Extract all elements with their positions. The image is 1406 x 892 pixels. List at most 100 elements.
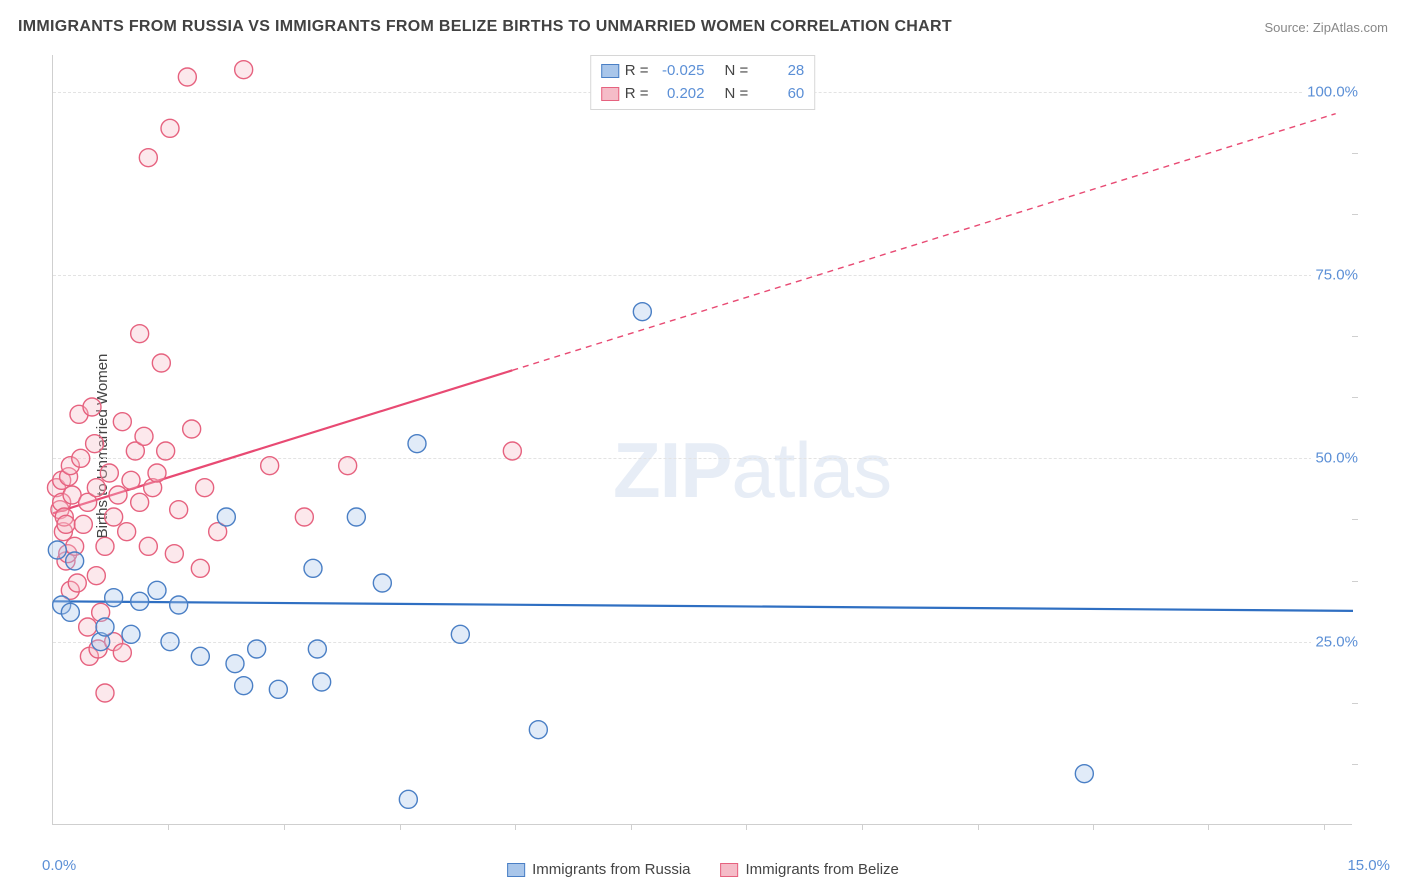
data-point	[135, 427, 153, 445]
data-point	[96, 618, 114, 636]
data-point	[66, 552, 84, 570]
data-point	[148, 464, 166, 482]
data-point	[161, 119, 179, 137]
x-tick-mark	[978, 824, 979, 830]
y-tick-mark	[1352, 214, 1358, 215]
data-point	[347, 508, 365, 526]
data-point	[61, 603, 79, 621]
data-point	[157, 442, 175, 460]
swatch-russia-icon	[507, 863, 525, 877]
x-tick-mark	[1093, 824, 1094, 830]
source-attribution: Source: ZipAtlas.com	[1264, 20, 1388, 35]
data-point	[68, 574, 86, 592]
data-point	[183, 420, 201, 438]
swatch-russia	[601, 64, 619, 78]
data-point	[191, 647, 209, 665]
data-point	[261, 457, 279, 475]
data-point	[86, 435, 104, 453]
x-tick-mark	[1208, 824, 1209, 830]
x-tick-max: 15.0%	[1347, 857, 1390, 874]
data-point	[408, 435, 426, 453]
data-point	[79, 618, 97, 636]
data-point	[399, 790, 417, 808]
data-point	[131, 592, 149, 610]
x-tick-mark	[746, 824, 747, 830]
x-tick-mark	[631, 824, 632, 830]
data-point	[109, 486, 127, 504]
x-tick-mark	[284, 824, 285, 830]
data-point	[74, 515, 92, 533]
y-tick-mark	[1352, 336, 1358, 337]
correlation-legend: R = -0.025 N = 28 R = 0.202 N = 60	[590, 55, 816, 110]
data-point	[165, 545, 183, 563]
x-tick-min: 0.0%	[42, 857, 76, 874]
data-point	[148, 581, 166, 599]
data-point	[48, 541, 66, 559]
data-point	[226, 655, 244, 673]
x-tick-mark	[1324, 824, 1325, 830]
data-point	[96, 684, 114, 702]
trend-line-russia	[53, 601, 1353, 611]
data-point	[100, 464, 118, 482]
data-point	[131, 493, 149, 511]
y-tick-mark	[1352, 581, 1358, 582]
data-point	[170, 501, 188, 519]
data-point	[269, 680, 287, 698]
data-point	[72, 449, 90, 467]
x-tick-mark	[400, 824, 401, 830]
plot-area: ZIPatlas 25.0%50.0%75.0%100.0% R = -0.02…	[52, 55, 1352, 825]
chart-title: IMMIGRANTS FROM RUSSIA VS IMMIGRANTS FRO…	[18, 18, 952, 36]
data-point	[139, 537, 157, 555]
data-point	[196, 479, 214, 497]
data-point	[87, 567, 105, 585]
data-point	[131, 325, 149, 343]
data-point	[503, 442, 521, 460]
data-point	[373, 574, 391, 592]
swatch-belize	[601, 87, 619, 101]
swatch-belize-icon	[721, 863, 739, 877]
x-tick-mark	[515, 824, 516, 830]
legend-item-belize: Immigrants from Belize	[721, 861, 899, 878]
data-point	[529, 721, 547, 739]
legend-item-russia: Immigrants from Russia	[507, 861, 690, 878]
data-point	[248, 640, 266, 658]
data-point	[113, 644, 131, 662]
y-tick-mark	[1352, 519, 1358, 520]
y-tick-mark	[1352, 764, 1358, 765]
data-point	[170, 596, 188, 614]
series-legend: Immigrants from Russia Immigrants from B…	[507, 861, 899, 878]
x-tick-mark	[862, 824, 863, 830]
data-point	[105, 589, 123, 607]
y-tick-mark	[1352, 703, 1358, 704]
data-point	[178, 68, 196, 86]
trend-line-belize-dashed	[512, 114, 1335, 371]
data-point	[96, 537, 114, 555]
chart-svg	[53, 55, 1352, 824]
data-point	[152, 354, 170, 372]
data-point	[235, 677, 253, 695]
data-point	[295, 508, 313, 526]
data-point	[87, 479, 105, 497]
data-point	[191, 559, 209, 577]
y-tick-mark	[1352, 153, 1358, 154]
data-point	[451, 625, 469, 643]
data-point	[139, 149, 157, 167]
data-point	[304, 559, 322, 577]
data-point	[113, 413, 131, 431]
data-point	[308, 640, 326, 658]
data-point	[118, 523, 136, 541]
data-point	[313, 673, 331, 691]
data-point	[122, 471, 140, 489]
data-point	[122, 625, 140, 643]
data-point	[1075, 765, 1093, 783]
data-point	[83, 398, 101, 416]
data-point	[57, 515, 75, 533]
data-point	[161, 633, 179, 651]
data-point	[217, 508, 235, 526]
data-point	[105, 508, 123, 526]
legend-row-russia: R = -0.025 N = 28	[601, 60, 805, 83]
x-tick-mark	[168, 824, 169, 830]
data-point	[633, 303, 651, 321]
legend-row-belize: R = 0.202 N = 60	[601, 83, 805, 106]
data-point	[235, 61, 253, 79]
